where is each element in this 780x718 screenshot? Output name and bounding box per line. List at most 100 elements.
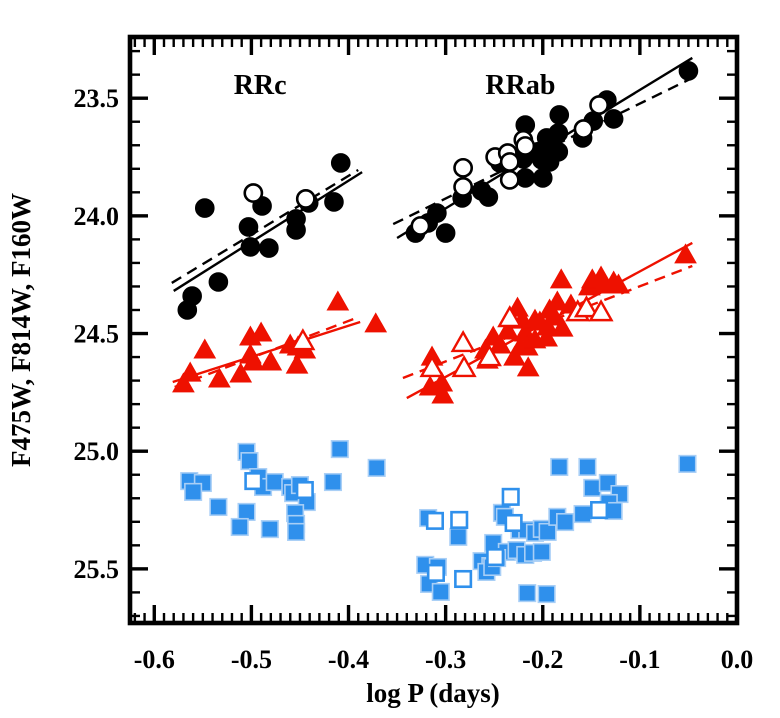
data-point: [515, 136, 536, 156]
data-point: [550, 316, 574, 337]
data-point: [536, 315, 559, 336]
data-point: [549, 268, 573, 289]
data-point: [207, 367, 231, 388]
data-point: [418, 375, 442, 396]
data-point: [503, 345, 526, 366]
data-point: [295, 480, 314, 500]
data-point: [410, 216, 431, 236]
x-tick-label: -0.1: [619, 645, 660, 674]
data-point: [537, 585, 556, 604]
data-point: [578, 457, 597, 477]
x-tick-label: -0.6: [134, 645, 175, 674]
axis-labels-layer: -0.6 -0.5 -0.4 -0.3 -0.2 -0.1 0.0 23.5 24.0 24.5 2…: [6, 70, 753, 708]
data-point: [285, 353, 309, 374]
data-point: [427, 203, 447, 223]
plot-frame: [127, 34, 740, 626]
data-point: [573, 504, 592, 524]
data-point: [364, 312, 388, 333]
y-tick-label: 24.0: [74, 202, 120, 231]
data-point: [295, 189, 316, 209]
data-point: [678, 454, 697, 473]
data-point: [324, 192, 344, 212]
data-point: [259, 350, 283, 371]
data-point: [326, 290, 350, 311]
data-point: [499, 169, 520, 190]
data-point: [177, 300, 198, 320]
data-point: [230, 517, 249, 537]
data-point: [532, 542, 551, 561]
data-point: [516, 356, 540, 377]
group-label-RRab: RRab: [485, 70, 555, 101]
fit-line-circles-RRc-dashed: [171, 168, 359, 284]
data-point: [240, 452, 259, 471]
data-point: [265, 472, 284, 492]
data-point: [550, 457, 569, 477]
y-tick-label: 25.0: [74, 437, 120, 466]
data-point: [603, 109, 624, 129]
data-point: [238, 217, 259, 237]
y-tick-label: 24.5: [74, 320, 120, 349]
data-point: [244, 472, 263, 491]
data-point: [330, 153, 351, 173]
data-point: [435, 223, 456, 243]
data-point: [476, 344, 502, 367]
data-point: [678, 61, 699, 81]
data-point: [229, 362, 253, 383]
series-mid-band-triangles-RRab-open: [419, 295, 614, 378]
fit-line-triangles-RRab-dashed: [402, 264, 693, 380]
data-point: [172, 372, 195, 393]
x-tick-label: -0.5: [231, 645, 272, 674]
data-point: [518, 584, 537, 603]
data-point: [208, 272, 229, 292]
data-point: [549, 105, 570, 125]
data-point: [193, 338, 217, 359]
data-point: [588, 299, 614, 322]
data-point: [497, 305, 523, 328]
data-point: [249, 321, 273, 342]
data-point: [496, 319, 520, 340]
series-mid-band-triangles-RRc-open: [290, 328, 316, 351]
data-point: [287, 522, 306, 541]
data-point: [573, 295, 600, 318]
data-point: [286, 220, 306, 240]
data-point: [548, 142, 569, 162]
data-point: [545, 290, 569, 311]
data-point: [240, 237, 261, 257]
data-point: [556, 512, 575, 532]
x-tick-label: 0.0: [721, 645, 754, 674]
data-point: [504, 513, 523, 533]
x-tick-label: -0.3: [425, 645, 466, 674]
series-mid-band-triangles-RRc-filled: [172, 290, 388, 393]
fit-line-triangles-RRc-dashed: [174, 316, 357, 389]
series-bottom-band-squares-RRab-open: [425, 487, 609, 589]
data-point: [583, 478, 602, 497]
data-point: [260, 520, 279, 539]
data-point: [449, 527, 468, 546]
x-axis-title: log P (days): [366, 678, 500, 708]
data-point: [243, 183, 264, 203]
data-point: [454, 569, 473, 589]
data-point: [431, 582, 450, 601]
data-point: [573, 119, 594, 139]
data-points-layer: [172, 61, 699, 604]
data-point: [184, 482, 203, 501]
data-point: [450, 330, 476, 353]
data-point: [323, 472, 343, 492]
data-point: [499, 152, 520, 172]
data-point: [425, 511, 445, 530]
data-point: [194, 198, 215, 218]
data-point: [590, 500, 609, 520]
data-point: [237, 502, 256, 521]
data-point: [607, 273, 630, 294]
data-point: [535, 326, 559, 347]
data-point: [241, 350, 265, 371]
y-tick-label: 23.5: [74, 84, 120, 113]
series-bottom-band-squares-RRc-open: [244, 472, 314, 500]
axis-ticks-layer: [132, 39, 739, 621]
data-point: [367, 458, 386, 477]
data-point: [259, 238, 279, 258]
data-point: [209, 497, 228, 517]
data-point: [478, 187, 499, 207]
